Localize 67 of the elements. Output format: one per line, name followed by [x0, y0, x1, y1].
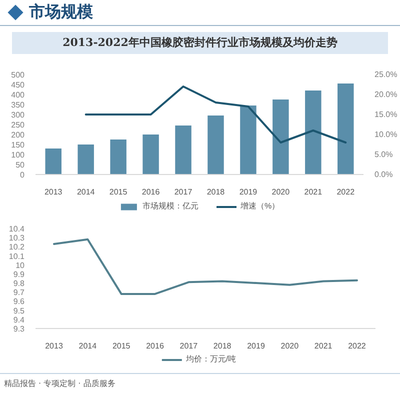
y-tick-label: 10.1: [8, 252, 26, 261]
y2-tick-label: 5.0%: [374, 150, 393, 159]
x-tick-label: 2016: [146, 342, 164, 350]
y-tick-label: 9.5: [13, 306, 26, 316]
x-tick-label: 2013: [44, 188, 63, 196]
y-tick-label: 10: [16, 260, 26, 270]
y-tick-label: 150: [11, 140, 26, 150]
x-tick-label: 2022: [348, 342, 366, 350]
y-tick-label: 10.4: [8, 224, 26, 234]
bar: [78, 144, 94, 174]
x-tick-label: 2018: [213, 342, 232, 350]
line-series: [84, 86, 347, 144]
x-tick-label: 2022: [336, 188, 356, 196]
x-tick-label: 2014: [76, 188, 96, 196]
y2-tick-label: 15.0%: [374, 110, 398, 119]
y-tick-label: 250: [11, 120, 26, 130]
x-tick-label: 2013: [45, 342, 64, 350]
bar: [110, 140, 126, 174]
bar: [240, 106, 256, 174]
y-tick-label: 9.8: [13, 279, 26, 288]
x-tick-label: 2017: [180, 342, 198, 350]
x-tick-label: 2015: [109, 188, 128, 196]
legend-label: 增速（%）: [240, 200, 280, 212]
y-tick-label: 9.9: [13, 270, 26, 279]
y-tick-label: 9.4: [13, 315, 26, 324]
bar: [272, 100, 289, 174]
y-tick-label: 9.6: [13, 297, 26, 306]
y2-tick-label: 20.0%: [374, 90, 398, 99]
x-tick-label: 2014: [78, 342, 98, 350]
y-tick-label: 10.3: [8, 234, 26, 243]
y-tick-label: 450: [11, 80, 26, 90]
x-tick-label: 2019: [239, 188, 258, 196]
bar: [175, 126, 192, 174]
line-series: [53, 238, 358, 295]
y-tick-label: 9.3: [13, 324, 26, 334]
x-tick-label: 2021: [304, 188, 323, 196]
y2-tick-label: 25.0%: [374, 70, 398, 79]
bar: [338, 84, 354, 174]
y-tick-label: 400: [11, 90, 26, 100]
y-tick-label: 100: [11, 150, 26, 160]
legend-label: 均价：万元/吨: [186, 354, 236, 364]
y2-tick-label: 0.0%: [374, 170, 393, 179]
x-tick-label: 2016: [142, 188, 160, 196]
y-tick-label: 500: [11, 70, 26, 80]
y-tick-label: 350: [11, 100, 26, 110]
x-tick-label: 2018: [206, 188, 226, 196]
y-tick-label: 9.7: [13, 288, 26, 298]
x-tick-label: 2015: [112, 342, 131, 350]
x-tick-label: 2019: [247, 342, 266, 350]
y-tick-label: 10.2: [8, 242, 26, 252]
y-tick-label: 50: [16, 160, 26, 170]
y2-tick-label: 10.0%: [374, 130, 398, 139]
legend-label: 市场规模：亿元: [142, 200, 198, 212]
x-tick-label: 2020: [272, 188, 290, 196]
chart-title: 2013-2022年中国橡胶密封件行业市场规模及均价走势: [12, 32, 388, 54]
bar: [208, 116, 224, 174]
text: 精品报告 · 专项定制 · 品质服务: [3, 379, 116, 388]
bar: [305, 90, 322, 174]
y-tick-label: 200: [11, 130, 26, 140]
y-tick-label: 0: [20, 170, 26, 180]
text: 市场规模: [29, 1, 93, 24]
x-tick-label: 2020: [280, 342, 300, 350]
x-tick-label: 2017: [174, 188, 193, 196]
bar: [142, 134, 159, 174]
bar: [45, 148, 62, 174]
y-tick-label: 300: [11, 110, 26, 120]
x-tick-label: 2021: [314, 342, 333, 350]
